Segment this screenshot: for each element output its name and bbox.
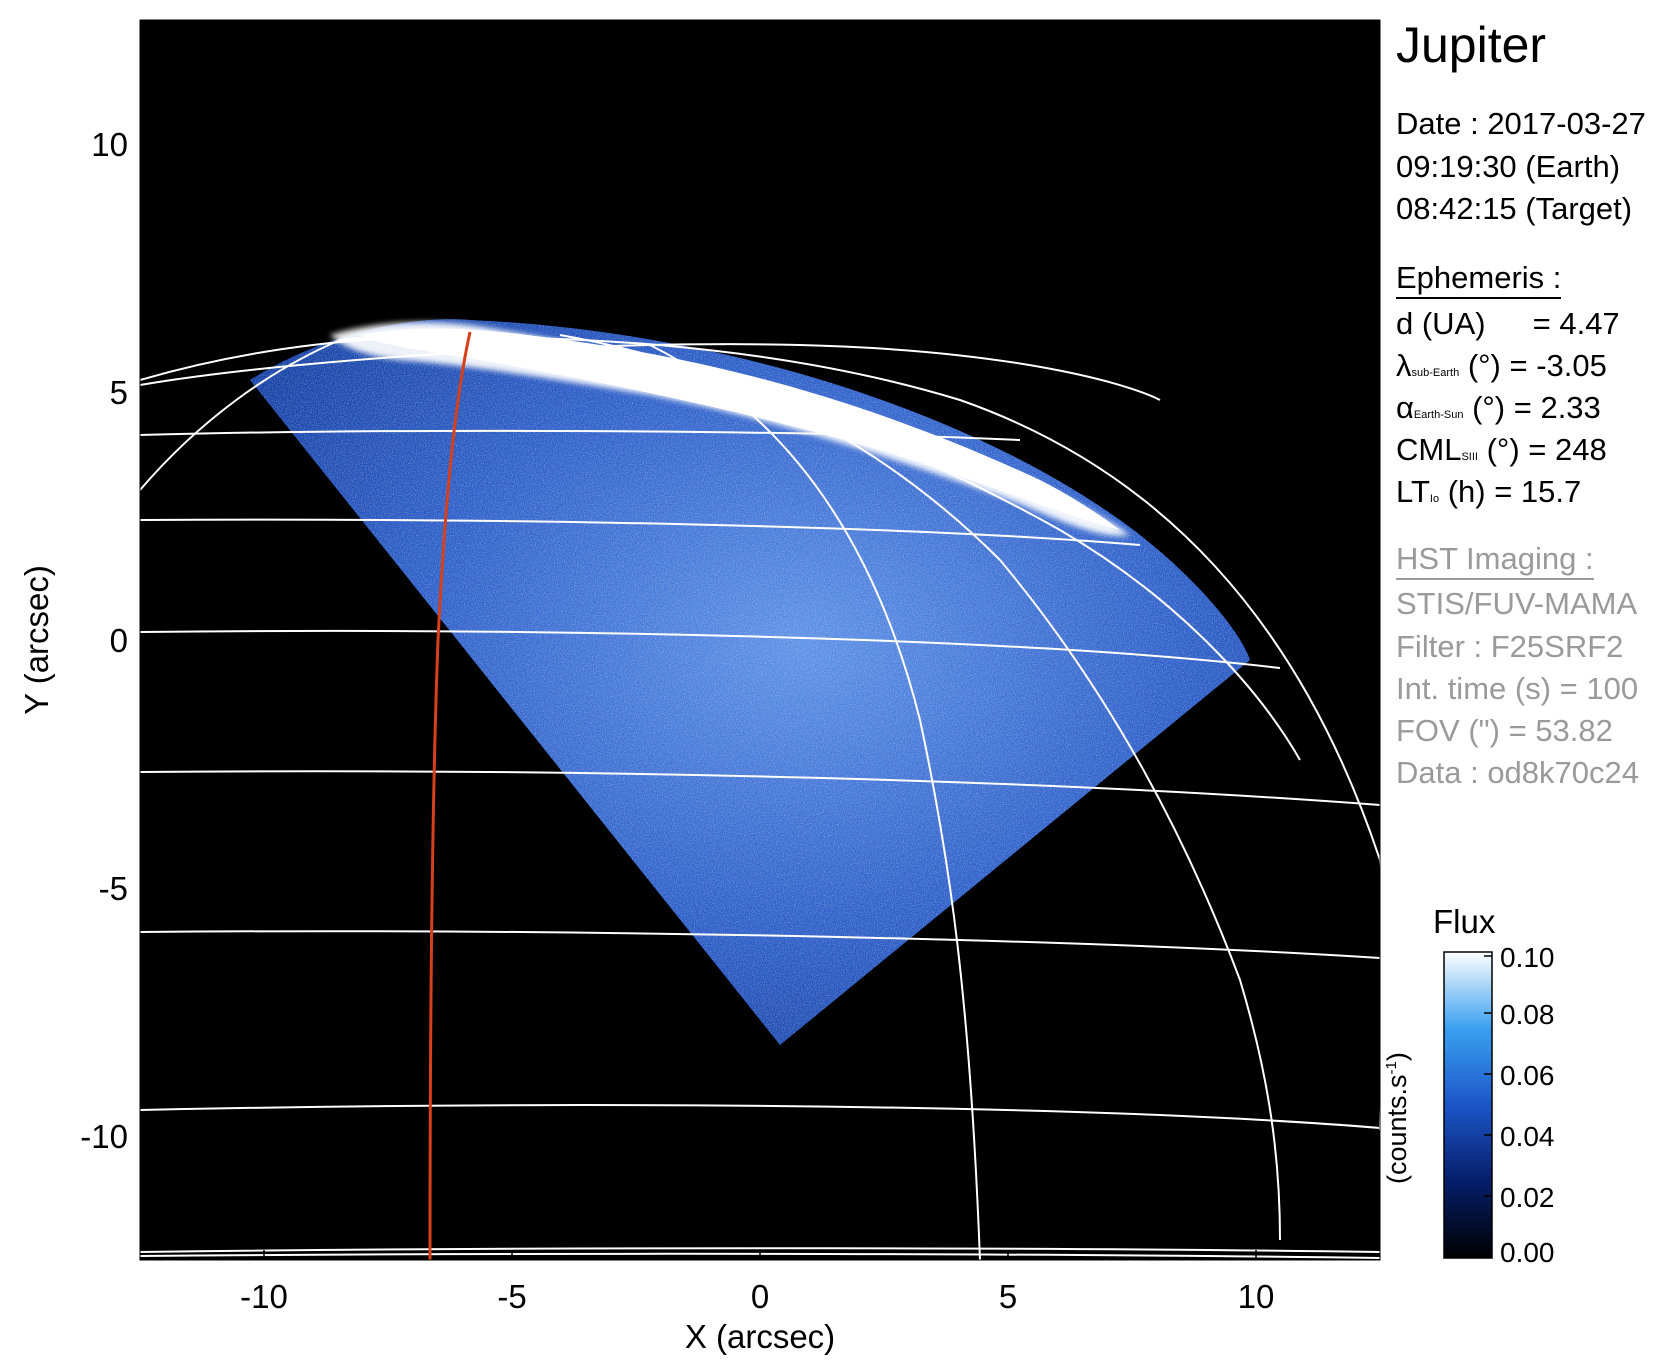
earth-time: 09:19:30 (Earth)	[1396, 149, 1621, 184]
filter: Filter : F25SRF2	[1396, 629, 1624, 664]
field-of-view: FOV (") = 53.82	[1396, 713, 1613, 748]
x-axis-label: X (arcsec)	[685, 1318, 835, 1355]
distance-row: d (UA) = 4.47	[1396, 308, 1620, 339]
cml-row: CMLSIII (°) = 248	[1396, 434, 1607, 465]
colorbar-ticks	[1484, 955, 1492, 1256]
cml-symbol: CML	[1396, 432, 1462, 467]
target-title: Jupiter	[1396, 17, 1547, 73]
x-tick-label: -10	[240, 1278, 288, 1315]
sub-earth-latitude-row: λsub-Earth (°) = -3.05	[1396, 350, 1607, 381]
colorbar-tick-label: 0.04	[1500, 1121, 1555, 1152]
lt-symbol: LT	[1396, 474, 1430, 509]
cml-subscript: SIII	[1461, 451, 1478, 463]
phase-angle-row: αEarth-Sun (°) = 2.33	[1396, 392, 1601, 423]
ephemeris-header: Ephemeris :	[1396, 262, 1562, 299]
colorbar-unit-close: )	[1382, 1052, 1412, 1062]
y-tick-label: 10	[91, 126, 128, 163]
lambda-value: (°) = -3.05	[1467, 348, 1607, 383]
local-time-io-row: LTIo (h) = 15.7	[1396, 476, 1581, 507]
x-tick-label: 10	[1238, 1278, 1275, 1315]
colorbar-tick-label: 0.02	[1500, 1182, 1555, 1213]
colorbar-tick-label: 0.06	[1500, 1060, 1555, 1091]
tick-marks	[140, 143, 1257, 1260]
dataset-id: Data : od8k70c24	[1396, 755, 1640, 790]
x-tick-label: -5	[497, 1278, 526, 1315]
alpha-subscript: Earth-Sun	[1413, 409, 1464, 421]
colorbar-scale	[1443, 951, 1493, 1259]
distance-label: d (UA)	[1396, 306, 1486, 341]
colorbar-unit-main: (counts.s	[1382, 1074, 1412, 1184]
instrument: STIS/FUV-MAMA	[1396, 586, 1638, 621]
y-tick-label: 5	[110, 374, 128, 411]
colorbar-tick-label: 0.08	[1500, 999, 1555, 1030]
lat-lon-grid	[140, 334, 1380, 1260]
y-tick-label: -10	[80, 1118, 128, 1155]
colorbar-tick-label: 0.10	[1500, 942, 1555, 973]
alpha-value: (°) = 2.33	[1472, 390, 1601, 425]
auroral-oval	[330, 322, 1130, 536]
lt-value: (h) = 15.7	[1447, 474, 1582, 509]
hst-header: HST Imaging :	[1396, 543, 1594, 580]
y-tick-label: 0	[110, 622, 128, 659]
x-tick-label: 5	[999, 1278, 1017, 1315]
target-time: 08:42:15 (Target)	[1396, 191, 1633, 226]
date-line: Date : 2017-03-27	[1396, 106, 1646, 141]
cml-value: (°) = 248	[1486, 432, 1607, 467]
integration-time: Int. time (s) = 100	[1396, 671, 1639, 706]
y-axis-label: Y (arcsec)	[18, 565, 55, 715]
lambda-symbol: λ	[1396, 348, 1412, 383]
colorbar-title: Flux	[1433, 903, 1496, 940]
lambda-subscript: sub-Earth	[1411, 367, 1460, 379]
lt-subscript: Io	[1429, 493, 1440, 505]
x-tick-label: 0	[751, 1278, 769, 1315]
ephemeris-header-text: Ephemeris :	[1396, 262, 1562, 299]
io-footprint-line	[428, 331, 472, 1260]
y-tick-label: -5	[99, 870, 128, 907]
auroral-oval-core	[360, 328, 1120, 530]
colorbar-unit-exponent: -1	[1383, 1061, 1400, 1075]
alpha-symbol: α	[1396, 390, 1414, 425]
colorbar-unit: (counts.s-1)	[1382, 1052, 1413, 1184]
colorbar-tick-label: 0.00	[1500, 1237, 1555, 1268]
distance-value: = 4.47	[1532, 306, 1620, 341]
hst-header-text: HST Imaging :	[1396, 543, 1594, 580]
